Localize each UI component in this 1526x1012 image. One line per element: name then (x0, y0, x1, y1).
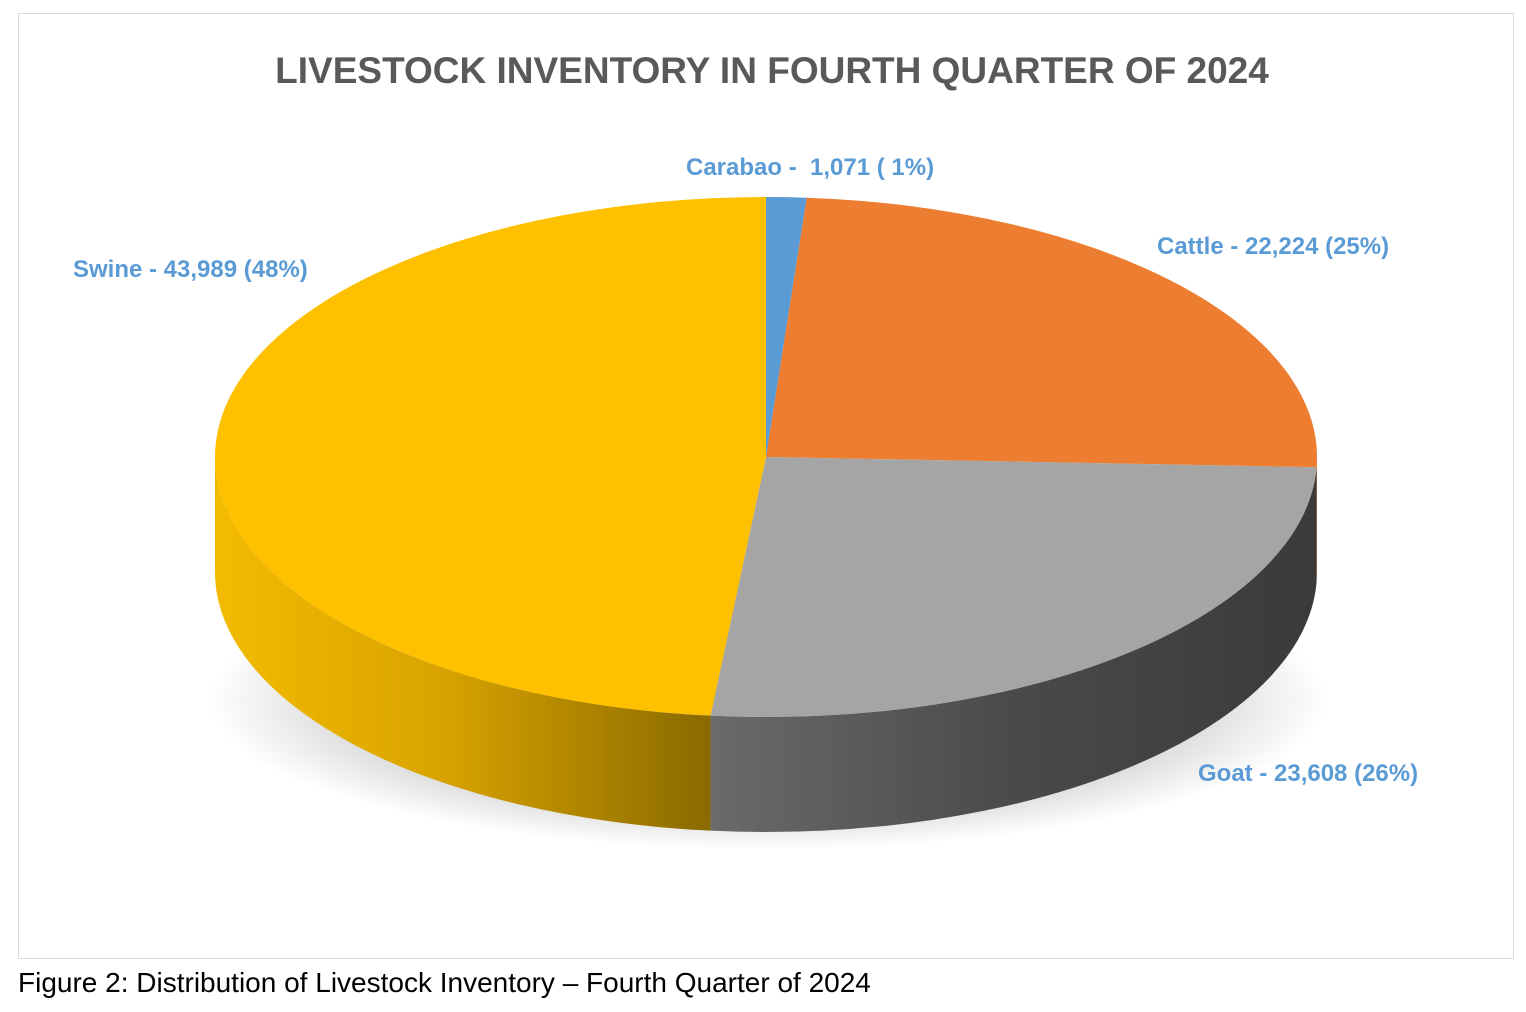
pie-slice-swine (215, 197, 767, 716)
figure-caption: Figure 2: Distribution of Livestock Inve… (18, 967, 871, 998)
pie-slice-goat (710, 457, 1317, 717)
chart-title: LIVESTOCK INVENTORY IN FOURTH QUARTER OF… (275, 50, 1269, 91)
pie-slice-cattle (766, 197, 1318, 468)
pie-top (215, 197, 1318, 717)
pie-side-goat (710, 467, 1317, 832)
data-label-goat: Goat - 23,608 (26%) (1198, 760, 1418, 787)
data-label-cattle: Cattle - 22,224 (25%) (1157, 233, 1389, 260)
pie-chart: LIVESTOCK INVENTORY IN FOURTH QUARTER OF… (73, 50, 1418, 850)
pie-side-swine (215, 457, 711, 831)
pie-sides (215, 457, 1317, 832)
slice-labels: Carabao - 1,071 ( 1%) Cattle - 22,224 (25… (73, 154, 1418, 787)
data-label-swine: Swine - 43,989 (48%) (73, 256, 308, 283)
data-label-carabao: Carabao - 1,071 ( 1%) (686, 154, 934, 181)
pie-slice-carabao (766, 197, 807, 457)
